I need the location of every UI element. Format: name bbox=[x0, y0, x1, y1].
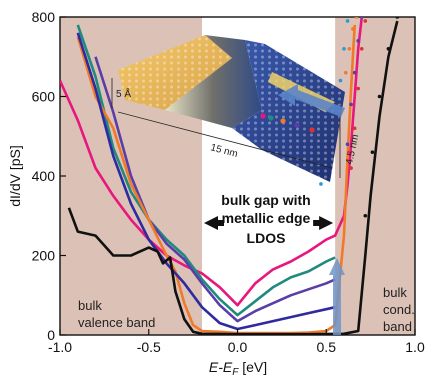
dot-series-2-point bbox=[349, 102, 353, 107]
x-tick-label: 1.0 bbox=[405, 339, 425, 355]
dot-series-4-point bbox=[377, 94, 382, 99]
dot-series-2-point bbox=[345, 142, 350, 146]
y-tick-label: 800 bbox=[32, 9, 56, 25]
inset-step-edge bbox=[165, 35, 262, 128]
series-line-2 bbox=[94, 56, 336, 323]
dot-series-4-point bbox=[386, 47, 391, 51]
stm-inset: 5 Å 15 nm 4.5 nm bbox=[111, 35, 361, 182]
x-tick-label: 0.0 bbox=[228, 339, 248, 355]
dot-series-3-point bbox=[363, 19, 368, 23]
dot-series-3-point bbox=[352, 126, 357, 131]
inset-length-line bbox=[117, 111, 333, 169]
valence-label-1: bulk bbox=[78, 298, 102, 313]
y-tick-label: 0 bbox=[47, 327, 55, 343]
dot-series-4-point bbox=[370, 150, 375, 154]
dot-series-0-point bbox=[342, 47, 346, 51]
inset-length-label: 15 nm bbox=[209, 142, 239, 160]
dot-series-1-point bbox=[347, 47, 352, 51]
cond-label-2: cond. bbox=[383, 302, 415, 317]
x-tick-label: -1.0 bbox=[48, 339, 72, 355]
gap-arrow-right bbox=[313, 216, 334, 230]
y-axis-ticks: 0 200 400 600 800 bbox=[32, 9, 66, 343]
dot-series-0-point bbox=[338, 78, 343, 83]
gap-arrow-left bbox=[204, 216, 224, 230]
inset-atoms-lower bbox=[232, 40, 345, 182]
dot-series-3-point bbox=[359, 47, 364, 51]
dot-series-2-point bbox=[359, 17, 364, 19]
edge-state-arrow bbox=[329, 258, 345, 335]
cond-label-3: band bbox=[383, 319, 412, 334]
y-tick-label: 600 bbox=[32, 89, 56, 105]
x-axis-ticks: -1.0 -0.5 0.0 0.5 1.0 bbox=[48, 329, 425, 355]
series-line-1 bbox=[76, 24, 336, 317]
dot-series-4-point bbox=[395, 17, 400, 19]
dot-series-2-point bbox=[352, 70, 357, 75]
dot-series-3-point bbox=[356, 86, 361, 91]
y-tick-label: 400 bbox=[32, 168, 56, 184]
series-line-4 bbox=[76, 32, 336, 331]
inset-scan-arrow bbox=[278, 84, 345, 117]
x-tick-label: -0.5 bbox=[137, 339, 161, 355]
gap-label-line-3: LDOS bbox=[247, 230, 286, 246]
inset-atoms-upper bbox=[118, 35, 232, 110]
x-axis-label: E-EF [eV] bbox=[209, 359, 267, 378]
cond-label-1: bulk bbox=[383, 285, 407, 300]
valence-label-2: valence band bbox=[78, 315, 155, 330]
y-axis-label: dI/dV [pS] bbox=[7, 145, 23, 206]
inset-measurement-dots bbox=[260, 113, 315, 133]
dot-series-2-point bbox=[356, 39, 361, 43]
series-line-0 bbox=[60, 17, 364, 307]
gap-label-line-2: metallic edge bbox=[222, 210, 311, 226]
dot-series-1-point bbox=[351, 27, 355, 31]
gap-arrows bbox=[204, 216, 334, 230]
dot-series-4-point bbox=[363, 213, 368, 218]
dot-series-0-point bbox=[345, 19, 350, 23]
dot-series-0-point bbox=[319, 182, 323, 186]
dot-series-3-point bbox=[349, 166, 353, 170]
gap-label-line-1: bulk gap with bbox=[221, 192, 310, 208]
y-tick-label: 200 bbox=[32, 248, 56, 264]
series-line-5 bbox=[67, 20, 399, 335]
inset-height-label: 5 Å bbox=[116, 87, 131, 100]
x-tick-label: 0.5 bbox=[317, 339, 337, 355]
dot-series-1-point bbox=[343, 70, 348, 75]
dot-series-1-point bbox=[354, 17, 359, 19]
